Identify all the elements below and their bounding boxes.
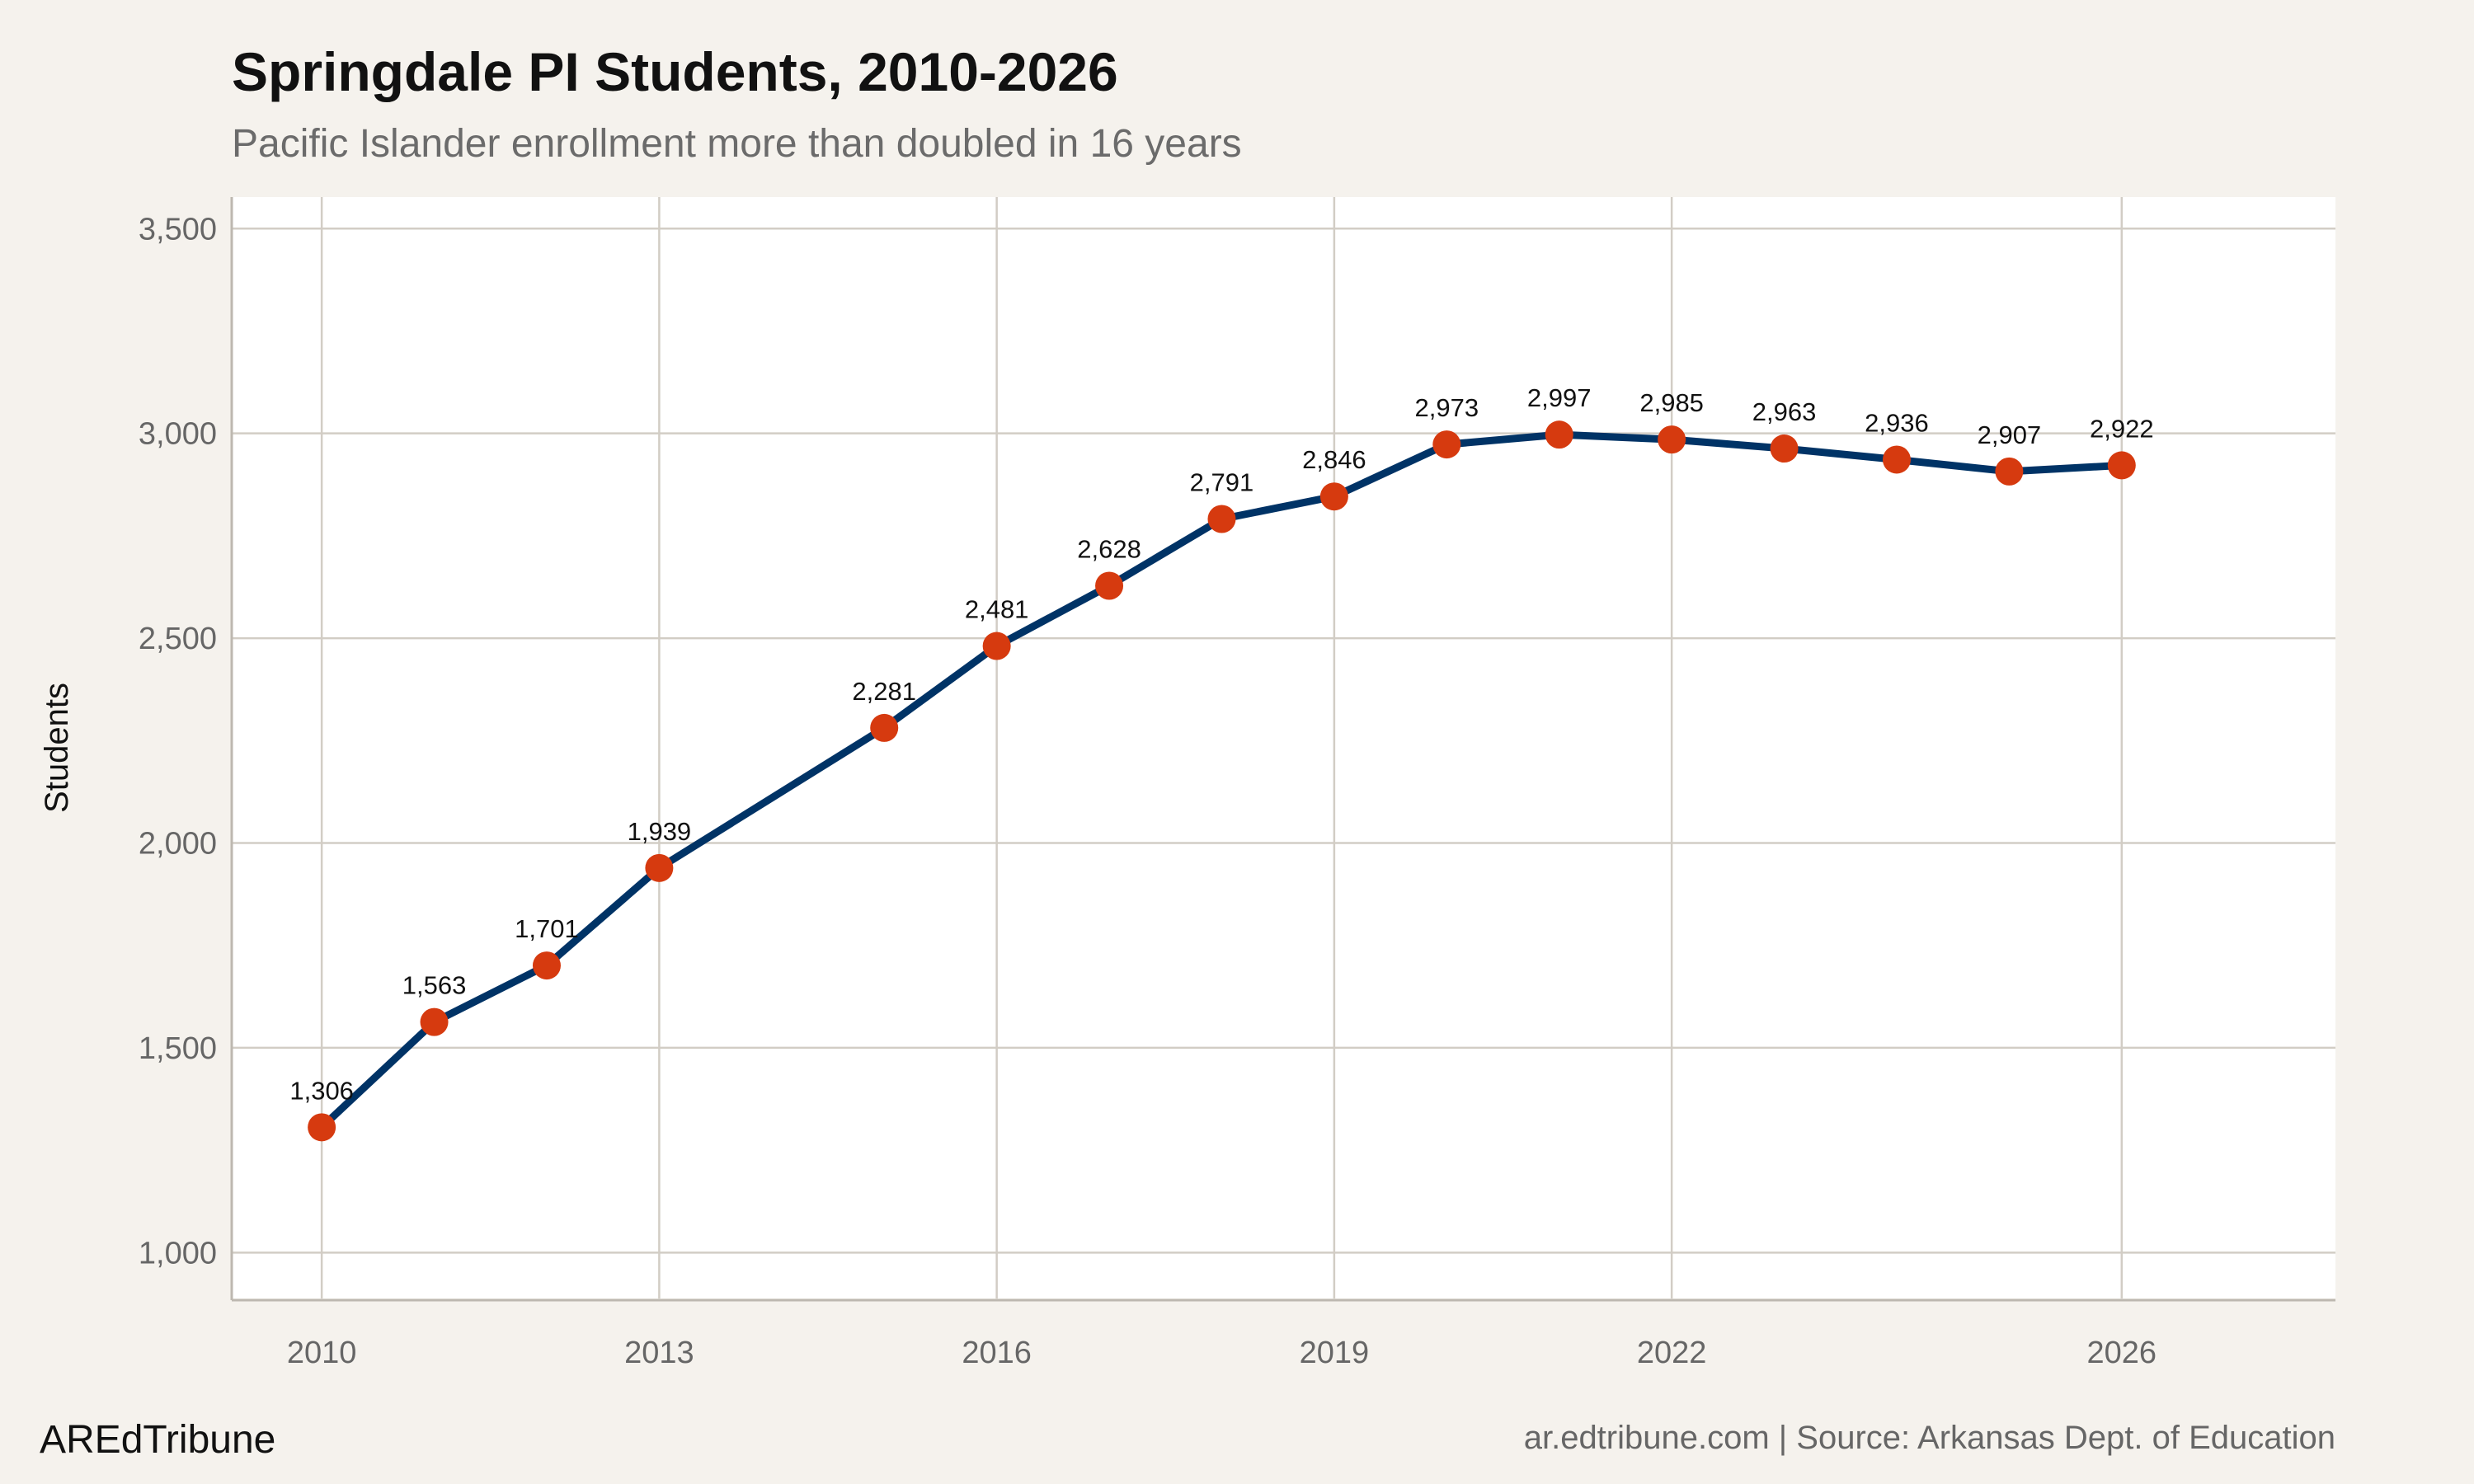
y-tick-label: 1,500	[139, 1031, 217, 1066]
data-label: 1,939	[628, 817, 692, 846]
x-tick-labels: 2010 2013 2016 2019 2022 2026	[287, 1336, 2157, 1370]
x-tick-label: 2013	[624, 1336, 694, 1370]
plot-panel	[232, 197, 2335, 1298]
data-point	[1770, 434, 1799, 463]
data-label: 2,973	[1415, 393, 1479, 422]
data-label: 2,791	[1190, 468, 1254, 497]
data-point	[645, 853, 674, 882]
data-point	[2107, 451, 2136, 480]
x-tick-label: 2010	[287, 1336, 357, 1370]
y-tick-label: 3,500	[139, 212, 217, 247]
data-point	[1882, 445, 1911, 474]
data-label: 2,922	[2090, 414, 2154, 443]
data-point	[870, 713, 899, 742]
x-tick-label: 2016	[962, 1336, 1032, 1370]
y-axis-label: Students	[39, 683, 75, 813]
data-labels: 1,306 1,563 1,701 1,939 2,281 2,481 2,628 2,791…	[289, 383, 2153, 1105]
y-tick-label: 2,000	[139, 827, 217, 862]
series-line	[319, 430, 2123, 1130]
brand-logo-text: AREdTribune	[40, 1418, 275, 1462]
grid-lines	[232, 197, 2335, 1298]
data-label: 2,985	[1639, 388, 1704, 417]
data-label: 2,481	[965, 595, 1029, 624]
data-point	[532, 951, 561, 980]
y-tick-labels: 1,000 1,500 2,000 2,500 3,000 3,500	[139, 212, 217, 1270]
data-point	[420, 1007, 449, 1036]
data-label: 2,846	[1302, 445, 1366, 474]
data-label: 1,306	[289, 1076, 354, 1105]
data-points	[308, 420, 2136, 1142]
data-label: 2,628	[1077, 535, 1141, 564]
data-label: 2,963	[1752, 397, 1817, 426]
data-label: 1,563	[402, 971, 467, 1000]
data-point	[308, 1113, 336, 1142]
source-caption: ar.edtribune.com | Source: Arkansas Dept…	[1524, 1420, 2335, 1456]
data-point	[1207, 505, 1236, 533]
data-label: 2,936	[1865, 408, 1929, 437]
chart-title: Springdale PI Students, 2010-2026	[232, 41, 1118, 102]
data-point	[1319, 482, 1348, 511]
x-tick-label: 2022	[1637, 1336, 1707, 1370]
x-tick-label: 2026	[2087, 1336, 2157, 1370]
data-point	[1995, 457, 2024, 486]
data-point	[982, 632, 1011, 660]
y-tick-label: 3,000	[139, 417, 217, 452]
data-point	[1545, 420, 1573, 449]
y-tick-label: 2,500	[139, 622, 217, 656]
data-label: 2,997	[1527, 383, 1592, 412]
data-label: 1,701	[515, 914, 579, 943]
y-tick-label: 1,000	[139, 1236, 217, 1270]
chart-subtitle: Pacific Islander enrollment more than do…	[232, 122, 1242, 166]
data-point	[1658, 425, 1686, 454]
data-label: 2,907	[1978, 420, 2042, 449]
data-point	[1432, 430, 1461, 459]
x-tick-label: 2019	[1300, 1336, 1370, 1370]
data-label: 2,281	[852, 677, 916, 706]
data-point	[1095, 571, 1124, 600]
